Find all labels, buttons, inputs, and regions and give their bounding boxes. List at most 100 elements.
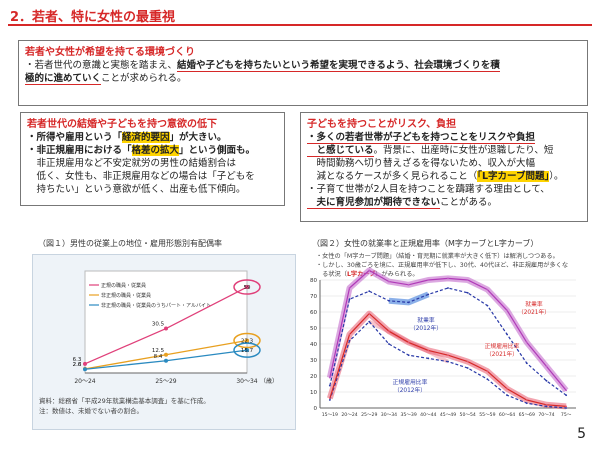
figure2-label-reg2021: 正規雇用比率 (485, 342, 520, 350)
left-l2-a: ・非正規雇用における「 (27, 145, 132, 156)
figure2-point (447, 354, 449, 357)
figure2-point (348, 333, 351, 336)
figure2-point (506, 394, 508, 397)
figure2-point (545, 379, 548, 382)
page-number: 5 (577, 426, 586, 442)
figure2-point (525, 402, 528, 405)
figure1-data-label: 2.6 (73, 362, 82, 368)
figure2-label-reg2012: （2012年） (394, 386, 426, 394)
figure2-point (525, 399, 528, 401)
right-l4-hl: 「L字カーブ問題」 (477, 171, 550, 182)
figure2-x-tick: 30～34 (381, 412, 397, 418)
figure2-point (486, 378, 489, 381)
figure2-point (328, 399, 331, 401)
figure2-label-emp2012: 就業率 (417, 316, 435, 324)
figure2-point (368, 290, 371, 293)
figure2-point (388, 343, 390, 345)
figure2-y-tick: 70 (310, 294, 317, 300)
figure2-y-tick: 20 (310, 374, 317, 380)
figure2-caption: （図２）女性の就業率と正規雇用率（M字カーブとL字カーブ） (312, 239, 539, 248)
figure2-point (368, 269, 371, 272)
figure2-point (388, 299, 390, 302)
figure1-legend-label: 非正規の職員・従業員 (101, 292, 151, 299)
figure1-footnote-2: 注：数値は、未婚でない者の割合。 (39, 407, 143, 415)
figure2-point (486, 304, 489, 307)
figure2-point (545, 365, 548, 368)
figure1-point (245, 338, 249, 343)
figure2-point (486, 288, 489, 291)
figure1-data-label: 2.8 (73, 362, 82, 368)
figure2-x-tick: 35～39 (400, 412, 416, 418)
right-l2-a: と感じている (307, 145, 374, 157)
figure2-chart: 0 10 20 30 40 50 60 70 80 15～19 20～24 25～29 30～34 35～… (310, 267, 576, 418)
top-line1-a: ・若者世代の意識と実態を踏まえ、 (25, 60, 178, 71)
top-line2-a: 極的に進めていく (25, 73, 102, 85)
figure2-point (388, 330, 390, 333)
top-box-text: ・若者世代の意識と実態を踏まえ、結婚や子どもを持ちたいという希望を実現できるよう… (19, 59, 587, 85)
figure2-y-tick: 0 (314, 406, 318, 412)
right-l1: ・多くの若者世帯が子どもを持つことをリスクや負担 (307, 132, 536, 144)
right-l4-b: ）。 (549, 171, 564, 182)
figure2-label-reg2021: （2021年） (486, 350, 518, 358)
figure2-point (427, 293, 430, 296)
right-l5: ・子育て世帯が2人目を持つことを躊躇する理由として、 (307, 184, 550, 195)
figure2-point (368, 312, 371, 315)
left-l1-a: ・所得や雇用という「 (27, 132, 123, 143)
left-l4: 低く、女性も、非正規雇用などの場合は「子どもを (27, 171, 255, 182)
right-l6-a: 夫に育児参加が期待できない (307, 197, 441, 209)
figure2-point (545, 405, 548, 408)
figure2-point (427, 349, 430, 352)
figure1-panel: 20～24 25～29 30～34 （歳） 正規の職員・従業員 非正規の職員・従業員 非正規… (32, 254, 296, 430)
figure2-point (545, 403, 548, 406)
left-l3: 非正規雇用など不安定就労の男性の結婚割合は (27, 158, 237, 169)
figure2-point (506, 309, 508, 312)
figure1-point (245, 348, 249, 353)
figure2-point (427, 357, 430, 360)
figure1-legend-label: 非正規の職員・従業員のうちパート・アルバイト (101, 302, 211, 309)
left-l1-b: 」が大きい。 (169, 132, 227, 143)
figure2-x-tick: 65～69 (519, 412, 535, 418)
figure2-point (427, 279, 430, 281)
figure2-point (407, 283, 410, 286)
figure2-point (486, 370, 489, 373)
figure1-point (83, 367, 87, 372)
figure2-x-tick: 25～29 (361, 412, 377, 418)
figure1-data-label: 8.4 (154, 354, 163, 360)
figure1-highlight-ring (233, 332, 261, 349)
figure2-point (447, 360, 449, 363)
figure2-point (447, 287, 449, 289)
figure2-note-2: ・しかし、30歳ごろを境に、正規雇用率が低下し、30代、40代ほど、非正規雇用が… (316, 262, 569, 269)
figure2-point (565, 389, 568, 392)
figure2-point (565, 407, 568, 409)
figure1-highlight-ring (233, 279, 261, 295)
figure1-point (245, 285, 249, 290)
top-summary-box: 若者や女性が希望を持てる環境づくり ・若者世代の意識と実態を踏まえ、結婚や子ども… (18, 40, 588, 106)
figure1-x-label: 20～24 (74, 378, 95, 385)
figure2-point (466, 291, 469, 294)
figure2-note-3a: る状況（ (316, 271, 347, 278)
right-l6-b: ことがある。 (440, 197, 498, 208)
figure2-point (348, 287, 351, 289)
figure2-point (407, 301, 410, 304)
figure2-point (565, 405, 568, 408)
figure1-point (164, 326, 168, 331)
figure2-x-tick: 50～54 (460, 412, 476, 418)
figure2-point (506, 333, 508, 336)
left-l1-hl: 経済的要因 (122, 132, 170, 143)
figure2-point (565, 394, 568, 397)
figure2-y-tick: 10 (310, 390, 317, 396)
figure1-legend-label: 正規の職員・従業員 (101, 282, 146, 289)
figure2-point (466, 367, 469, 369)
right-l3: 時間勤務へ切り替えざるを得ないため、収入が大幅 (307, 158, 536, 169)
figure2-x-tick: 55～59 (479, 412, 495, 418)
figure2-point (328, 397, 331, 400)
slide-title: 2．若者、特に女性の最重視 (10, 10, 176, 25)
left-box-header: 若者世代の結婚や子どもを持つ意欲の低下 (27, 119, 217, 130)
figure1-data-label: 30.5 (152, 322, 165, 328)
top-line2-b: ことが求められる。 (101, 73, 187, 84)
figure2-point (407, 354, 410, 357)
top-box-header: 若者や女性が希望を持てる環境づくり (25, 47, 195, 58)
figure2-point (348, 339, 351, 342)
figure2-point (407, 341, 410, 344)
figure2-point (348, 298, 351, 301)
